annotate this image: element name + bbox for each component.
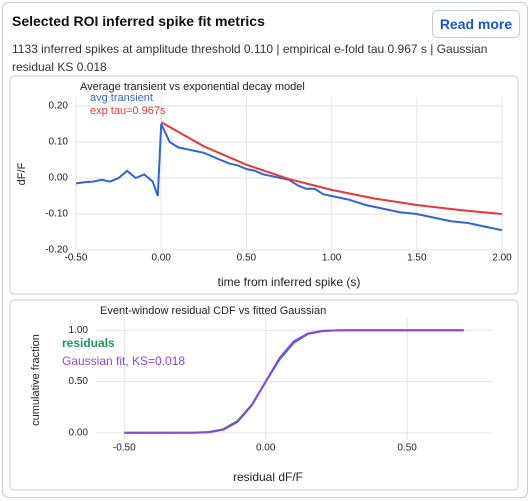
chart-title: Average transient vs exponential decay m… <box>80 81 305 93</box>
y-tick-label: 0.00 <box>49 173 69 184</box>
series-line <box>160 121 503 215</box>
series-line <box>75 123 503 232</box>
y-tick-label: 0.20 <box>49 101 69 112</box>
y-tick-label: 0.10 <box>49 137 69 148</box>
x-axis-label: time from inferred spike (s) <box>218 275 361 289</box>
card-subtitle: 1133 inferred spikes at amplitude thresh… <box>12 42 488 74</box>
y-tick-label: -0.10 <box>45 209 68 220</box>
y-axis-label: cumulative fraction <box>30 334 42 426</box>
x-axis-label: residual dF/F <box>233 470 303 484</box>
y-tick-label: 0.00 <box>69 427 89 438</box>
legend-entry: residuals <box>62 336 115 350</box>
legend-entry: Gaussian fit, KS=0.018 <box>62 354 185 368</box>
legend-entry: exp tau=0.967s <box>90 105 166 117</box>
x-tick-label: 0.50 <box>397 443 417 454</box>
y-axis-label: dF/F <box>16 162 28 185</box>
x-tick-label: 2.00 <box>492 253 512 264</box>
series-line <box>124 329 464 434</box>
y-tick-label: -0.20 <box>45 245 68 256</box>
chart-title: Event-window residual CDF vs fitted Gaus… <box>100 305 326 317</box>
card-title: Selected ROI inferred spike fit metrics <box>12 13 265 29</box>
panel <box>9 75 519 295</box>
read-more-button[interactable]: Read more <box>432 10 520 38</box>
panel <box>9 299 519 491</box>
x-tick-label: -0.50 <box>65 253 88 264</box>
x-tick-label: -0.50 <box>113 443 136 454</box>
x-tick-label: 0.00 <box>151 253 171 264</box>
x-tick-label: 1.00 <box>322 253 342 264</box>
x-tick-label: 0.00 <box>256 443 276 454</box>
y-tick-label: 0.50 <box>69 376 89 387</box>
x-tick-label: 0.50 <box>237 253 257 264</box>
legend-entry: avg transient <box>90 92 153 104</box>
y-tick-label: 1.00 <box>69 325 89 336</box>
x-tick-label: 1.50 <box>407 253 427 264</box>
